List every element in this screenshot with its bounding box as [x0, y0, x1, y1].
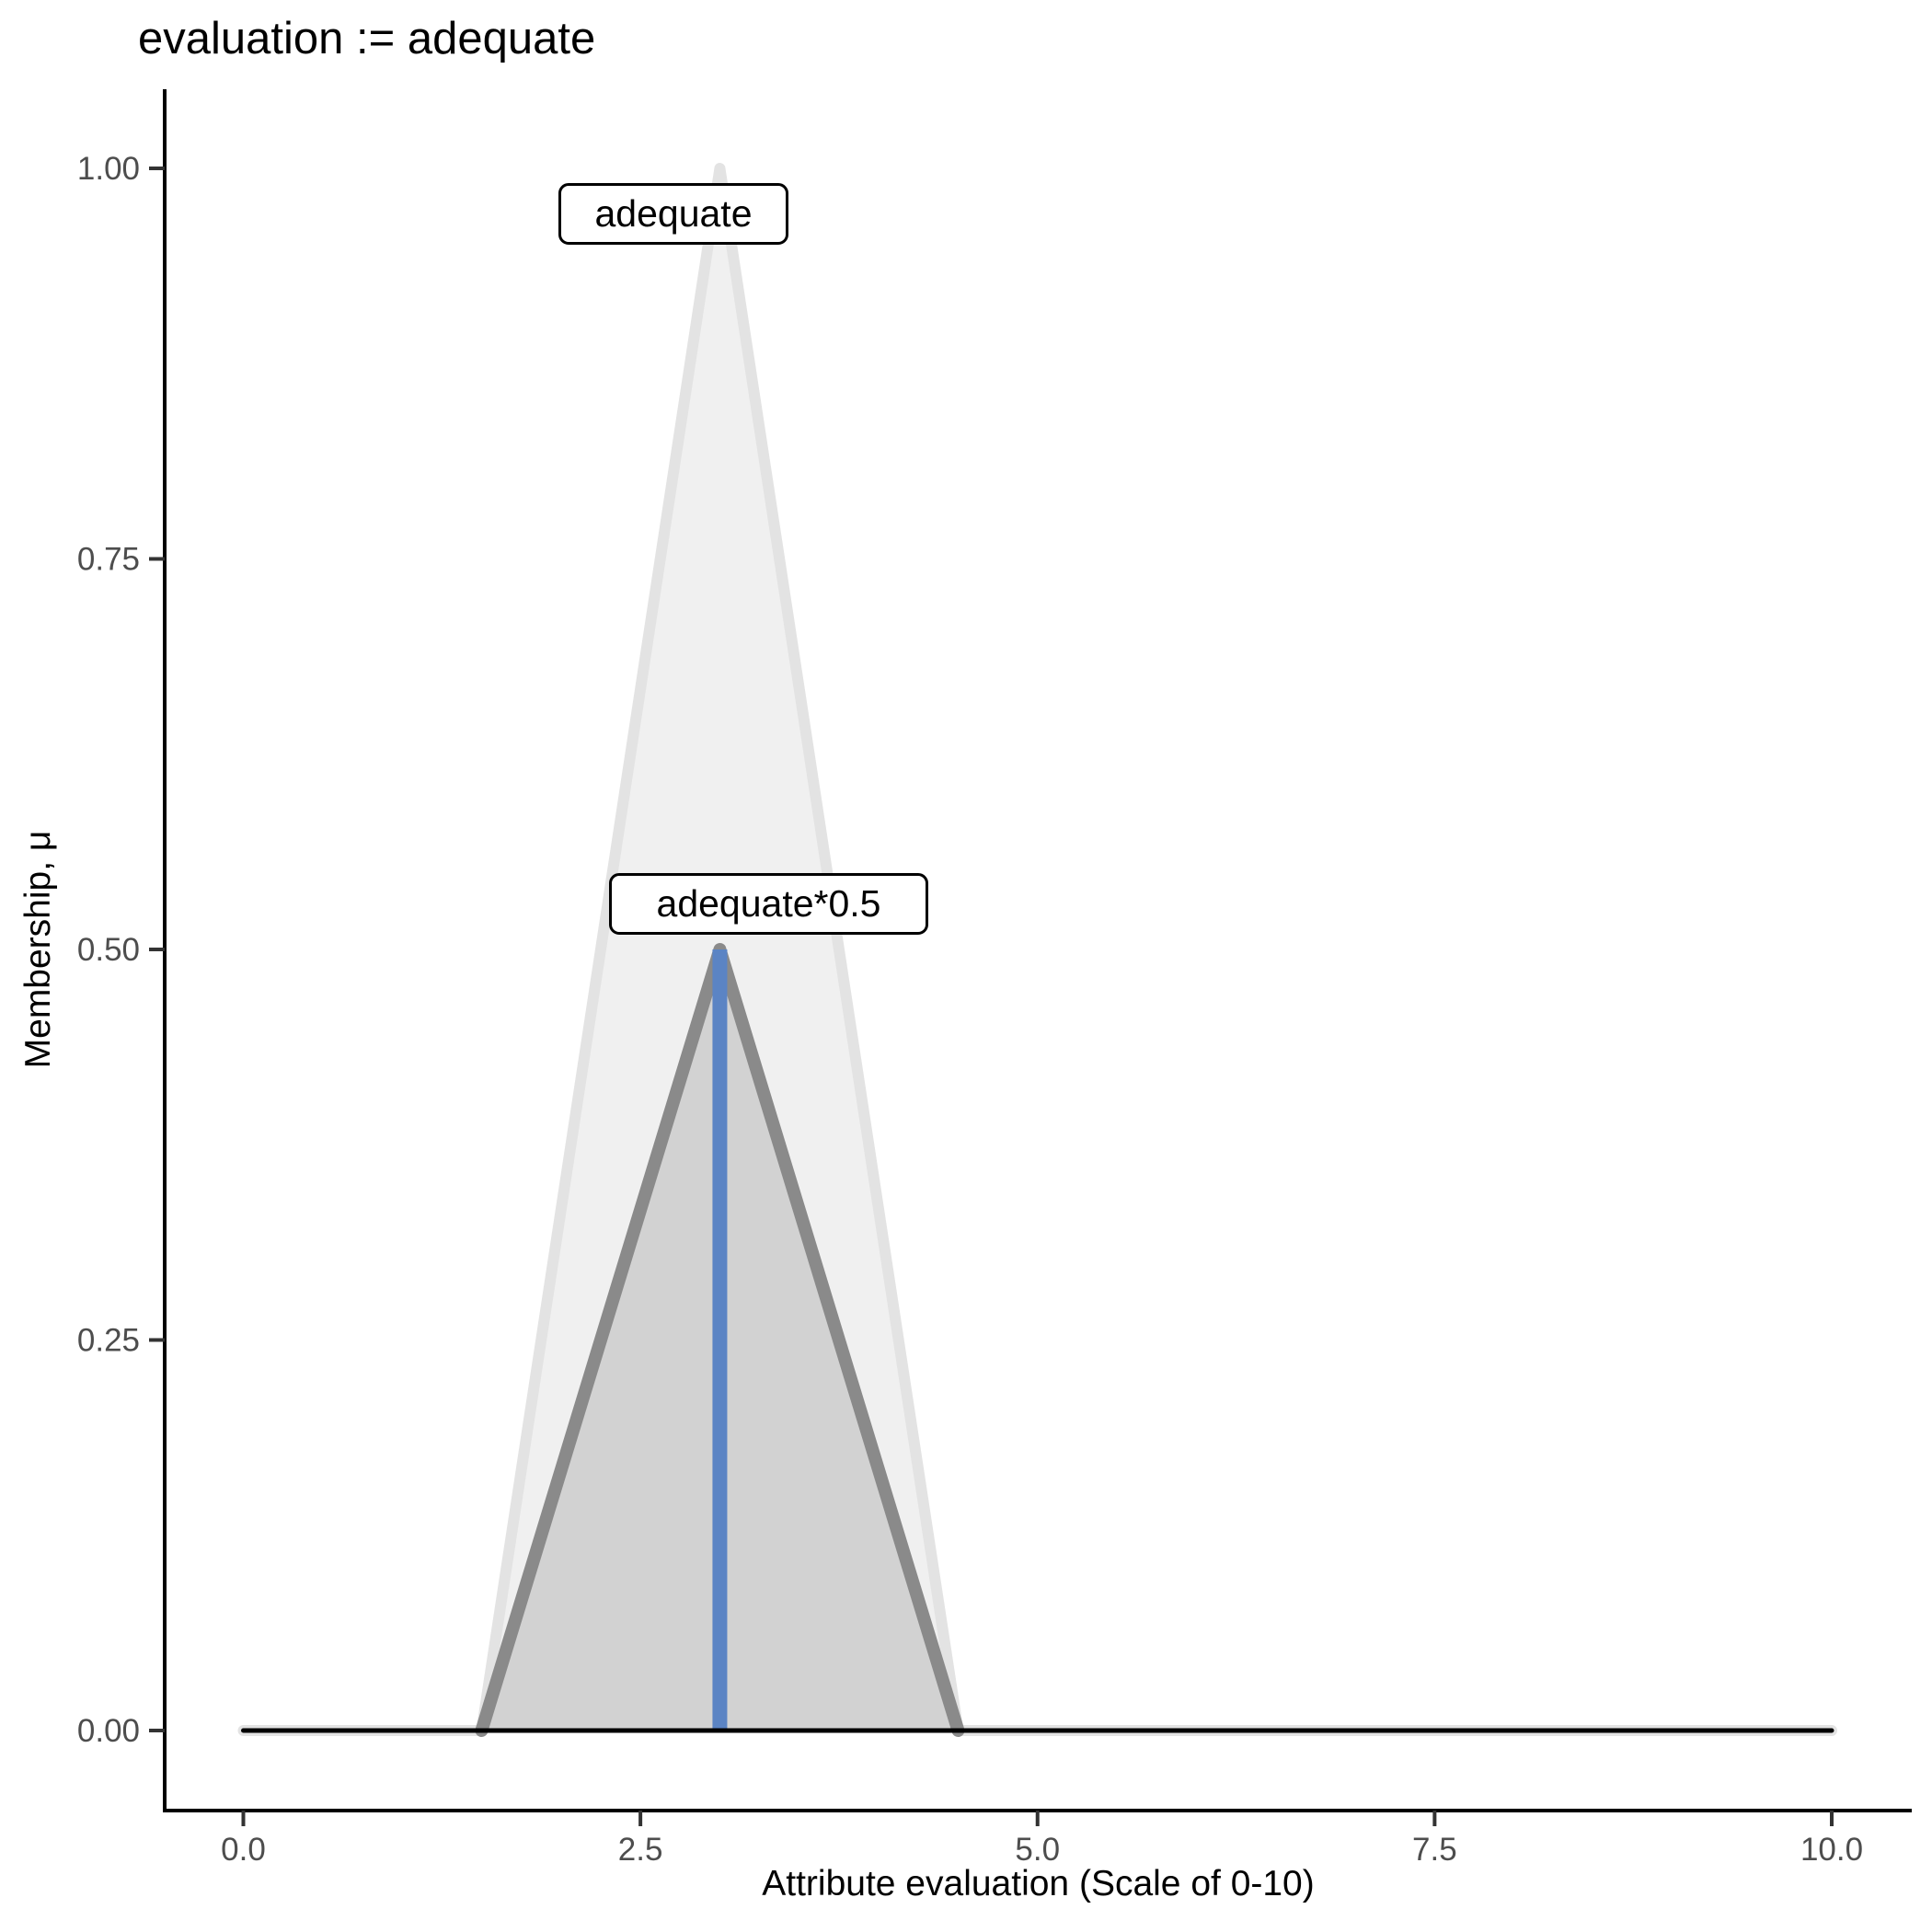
mf-label-adequate-scaled: adequate*0.5	[609, 873, 928, 935]
x-tick-label: 7.5	[1412, 1832, 1457, 1868]
x-axis-title: Attribute evaluation (Scale of 0-10)	[762, 1864, 1315, 1903]
x-tick-label: 0.0	[221, 1832, 266, 1868]
y-tick-label: 0.75	[77, 542, 140, 578]
y-axis-title: Membership, μ	[18, 830, 58, 1069]
y-tick-label: 0.25	[77, 1323, 140, 1359]
mf-label-adequate: adequate	[558, 183, 788, 245]
y-tick-label: 0.50	[77, 932, 140, 968]
y-tick-label: 0.00	[77, 1713, 140, 1749]
plot-title: evaluation := adequate	[138, 14, 596, 63]
x-tick-label: 10.0	[1800, 1832, 1863, 1868]
x-tick-label: 2.5	[618, 1832, 663, 1868]
adequate-membership-function-stroke	[237, 163, 1837, 1736]
y-tick-label: 1.00	[77, 151, 140, 187]
x-tick-label: 5.0	[1015, 1832, 1060, 1868]
adequate-membership-function-fill	[243, 168, 1832, 1731]
